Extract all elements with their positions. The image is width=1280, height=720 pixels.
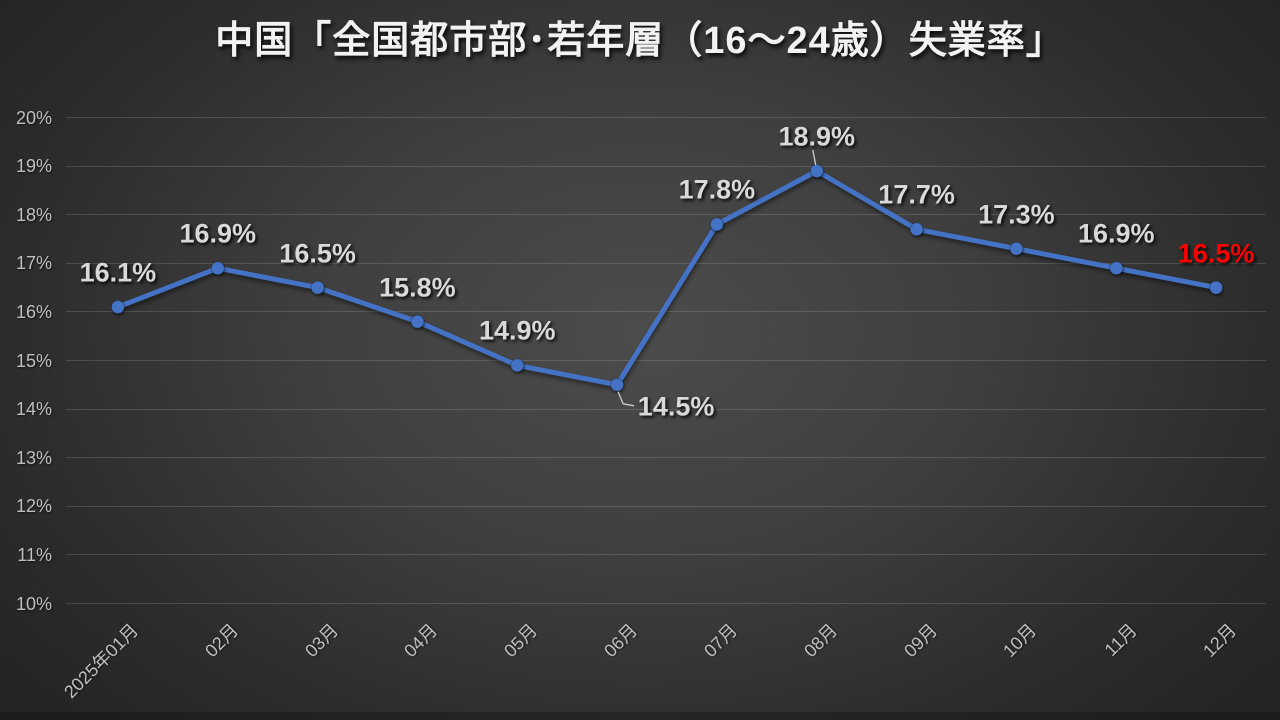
data-label: 17.3% (978, 199, 1055, 230)
data-point-marker (510, 358, 525, 373)
data-label: 16.9% (1077, 218, 1155, 249)
gridline (66, 408, 1266, 410)
gridline (66, 360, 1266, 361)
y-axis-tick-label: 13% (15, 447, 52, 468)
y-axis-tick-label: 16% (15, 301, 52, 322)
label-leader-line (617, 391, 635, 407)
gridline (66, 505, 1266, 507)
y-axis-tick-label: 17% (15, 253, 52, 274)
label-leader-line (812, 149, 817, 166)
y-axis-tick-label: 12% (15, 496, 52, 517)
data-label: 16.5% (279, 238, 356, 269)
gridline (66, 165, 1266, 167)
gridline (66, 214, 1266, 216)
data-point-marker (909, 222, 924, 237)
y-axis-tick-label: 14% (15, 399, 52, 420)
data-point-marker (110, 300, 125, 314)
y-axis-tick-label: 15% (15, 350, 52, 371)
gridline (66, 457, 1266, 459)
data-label: 17.8% (678, 174, 756, 205)
data-point-marker (809, 164, 824, 178)
y-axis-tick-label: 10% (15, 593, 52, 614)
data-point-marker (210, 261, 225, 276)
data-point-marker (310, 280, 325, 295)
data-point-marker (1009, 241, 1024, 256)
data-point-marker (610, 377, 625, 392)
data-point-marker (410, 314, 425, 329)
data-point-marker (1109, 261, 1124, 276)
y-axis-tick-label: 20% (15, 107, 52, 128)
unemployment-line (115, 168, 1219, 388)
data-label: 16.5% (1177, 238, 1255, 269)
data-point-marker (1209, 280, 1224, 295)
data-label: 16.1% (79, 257, 157, 288)
chart-title: 中国「全国都市部･若年層（16～24歳）失業率」 (215, 20, 1065, 62)
data-point-marker (709, 217, 724, 232)
gridline (66, 554, 1266, 556)
data-label: 17.7% (878, 179, 955, 210)
gridline (66, 117, 1266, 118)
data-label: 16.9% (179, 218, 257, 249)
gridline (66, 262, 1266, 264)
data-label: 14.5% (637, 391, 715, 422)
gridline (66, 311, 1266, 313)
data-label: 14.9% (478, 315, 556, 346)
y-axis-tick-label: 11% (17, 544, 52, 565)
data-label: 18.9% (778, 121, 856, 152)
y-axis-tick-label: 19% (15, 156, 52, 177)
y-axis-tick-label: 18% (15, 204, 52, 225)
data-label: 15.8% (379, 272, 456, 303)
gridline (66, 603, 1266, 604)
